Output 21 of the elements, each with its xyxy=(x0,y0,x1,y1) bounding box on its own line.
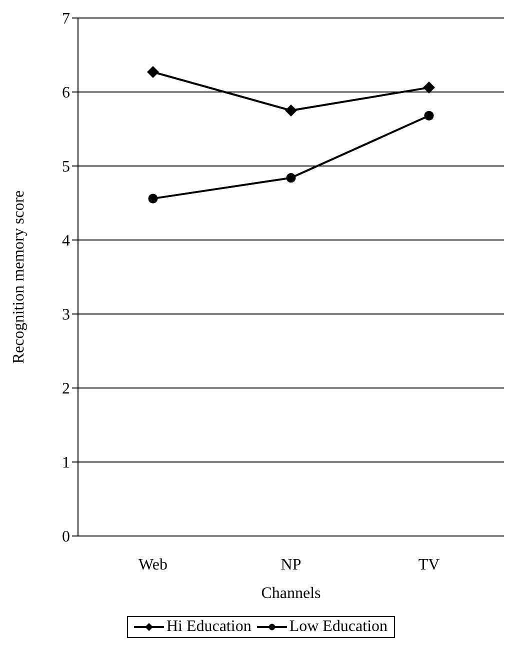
legend-label: Hi Education xyxy=(165,618,252,636)
x-tick-label: NP xyxy=(280,556,302,574)
x-axis-title: Channels xyxy=(261,585,321,602)
y-tick-label: 1 xyxy=(62,454,70,472)
y-tick-label: 6 xyxy=(62,84,70,102)
y-tick-label: 3 xyxy=(62,306,70,324)
y-tick-label: 5 xyxy=(62,158,70,176)
legend-label: Low Education xyxy=(288,618,388,636)
y-tick-label: 2 xyxy=(62,380,70,398)
point xyxy=(286,173,296,183)
y-axis-title: Recognition memory score xyxy=(10,190,28,364)
point xyxy=(424,110,434,120)
x-tick-label: Web xyxy=(138,556,168,574)
y-tick-label: 4 xyxy=(62,232,70,250)
point xyxy=(423,82,435,94)
y-tick-label: 7 xyxy=(62,10,70,28)
point xyxy=(148,194,158,204)
y-tick-label: 0 xyxy=(62,528,70,546)
point xyxy=(285,104,297,116)
point xyxy=(147,66,159,78)
x-tick-label: TV xyxy=(418,556,440,574)
